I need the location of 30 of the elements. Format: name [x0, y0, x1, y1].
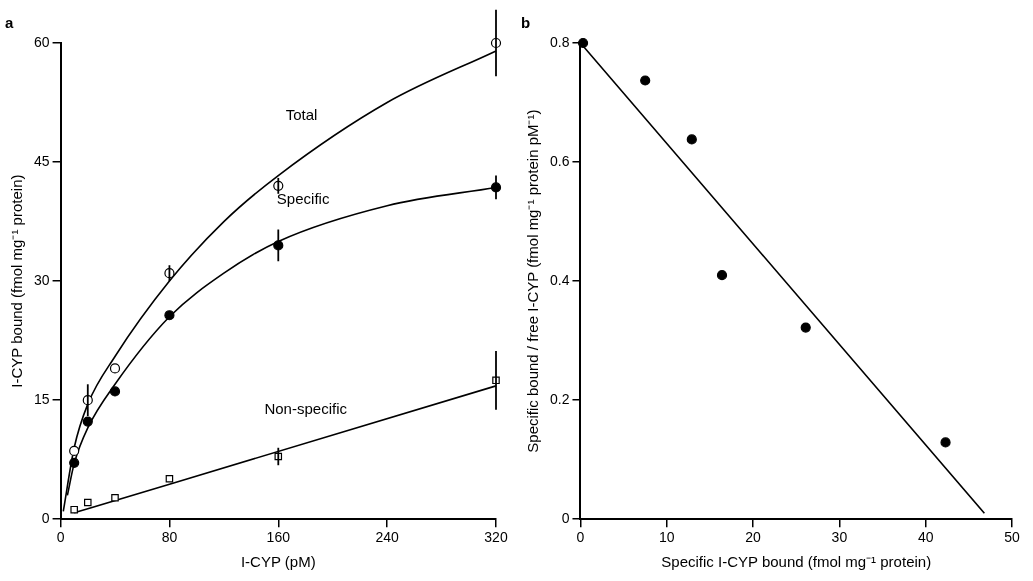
x-tick-label: 40	[917, 529, 934, 546]
x-tick-label: 20	[745, 529, 762, 546]
x-tick-label: 80	[161, 529, 178, 546]
y-tick-label: 0.4	[549, 271, 570, 288]
y-tick-label: 30	[33, 271, 50, 288]
chart-title: a	[5, 14, 14, 32]
y-tick-label: 0.6	[549, 152, 570, 169]
y-axis-title: I-CYP bound (fmol mg⁻¹ protein)	[8, 174, 26, 388]
x-tick-label: 160	[266, 529, 291, 546]
x-tick-label: 0	[576, 529, 585, 546]
x-tick-label: 320	[484, 529, 508, 546]
y-tick-label: 0.2	[549, 391, 570, 408]
x-axis-title: Specific I-CYP bound (fmol mg⁻¹ protein)	[661, 553, 932, 571]
x-tick-label: 0	[56, 529, 65, 546]
series-label: Total	[285, 105, 318, 123]
y-axis-title: Specific bound / free I-CYP (fmol mg⁻¹ protein pM⁻¹)	[524, 109, 542, 453]
y-tick-label: 0.8	[549, 33, 570, 50]
x-tick-label: 50	[1004, 529, 1020, 546]
x-tick-label: 30	[831, 529, 848, 546]
y-tick-label: 45	[33, 152, 50, 169]
series-label: Specific	[276, 189, 330, 207]
y-tick-label: 0	[561, 510, 570, 527]
x-tick-label: 240	[375, 529, 400, 546]
x-axis-title: I-CYP (pM)	[240, 553, 316, 571]
y-tick-label: 0	[41, 510, 50, 527]
x-tick-label: 10	[658, 529, 675, 546]
chart-title: b	[521, 14, 531, 32]
series-label: Non-specific	[264, 400, 348, 418]
y-tick-label: 60	[33, 33, 50, 50]
y-tick-label: 15	[33, 391, 50, 408]
